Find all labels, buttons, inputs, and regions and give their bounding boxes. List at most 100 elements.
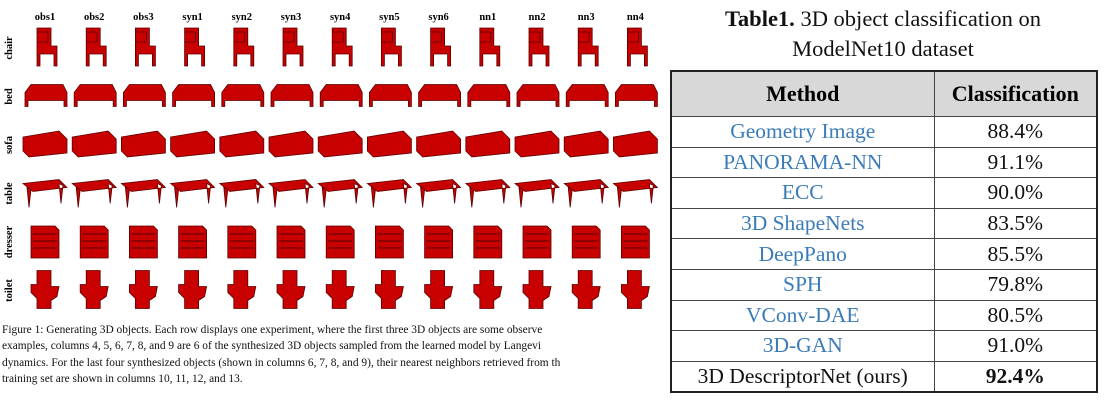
column-header: syn5: [379, 12, 399, 23]
toilet-object-icon: [325, 270, 355, 309]
bed-object-icon: [368, 84, 412, 107]
toilet-object-icon: [178, 270, 208, 309]
table-panel: Table1. 3D object classification on Mode…: [670, 0, 1104, 400]
object-grid: obs1 obs2 obs3 syn1 syn2 syn3 syn4 syn5 syn6 nn1 n…: [4, 12, 659, 309]
table-title-rest: 3D object classification on: [794, 6, 1041, 31]
column-header: syn1: [182, 12, 202, 23]
method-link[interactable]: 3D-GAN: [670, 330, 935, 362]
row-label: chair: [4, 36, 15, 60]
classification-value: 91.0%: [933, 330, 1098, 362]
table-object-icon: [169, 179, 216, 208]
chair-object-icon: [479, 27, 501, 67]
caption-line: examples, columns 4, 5, 6, 7, 8, and 9 a…: [2, 340, 542, 353]
method-link[interactable]: SPH: [670, 268, 935, 301]
dresser-object-icon: [276, 225, 306, 259]
chair-object-icon: [331, 27, 353, 67]
classification-value: 88.4%: [933, 116, 1098, 148]
chair-object-icon: [577, 27, 599, 67]
bed-object-icon: [467, 84, 511, 107]
classification-value: 79.8%: [933, 268, 1098, 301]
bed-object-icon: [615, 84, 658, 107]
table-row: ECC 90.0%: [670, 177, 1098, 209]
sofa-object-icon: [170, 130, 216, 158]
bed-object-icon: [221, 84, 265, 107]
dresser-object-icon: [178, 225, 208, 259]
dresser-object-icon: [79, 225, 109, 259]
table-row: 3D ShapeNets 83.5%: [670, 207, 1098, 240]
chair-object-icon: [430, 27, 452, 67]
method-link[interactable]: Geometry Image: [670, 116, 935, 148]
column-header: syn4: [330, 12, 351, 23]
toilet-object-icon: [276, 270, 306, 309]
method-link[interactable]: ECC: [670, 177, 935, 209]
table-row: Geometry Image 88.4%: [670, 116, 1098, 148]
classification-value: 80.5%: [933, 299, 1098, 332]
chair-object-icon: [134, 27, 156, 67]
sofa-object-icon: [563, 130, 609, 158]
toilet-object-icon: [522, 270, 552, 309]
toilet-object-icon: [621, 270, 650, 309]
sofa-object-icon: [22, 130, 68, 158]
table-row: DeepPano 85.5%: [670, 238, 1098, 270]
dresser-object-icon: [424, 225, 454, 259]
bed-object-icon: [270, 84, 314, 107]
header-classification: Classification: [933, 70, 1098, 117]
table-object-icon: [612, 179, 659, 208]
table-row: SPH 79.8%: [670, 268, 1098, 301]
figure-panel: obs1 obs2 obs3 syn1 syn2 syn3 syn4 syn5 syn6 nn1 n…: [2, 12, 659, 385]
table-object-icon: [464, 179, 511, 208]
dresser-object-icon: [571, 225, 601, 259]
caption-line: Figure 1: Generating 3D objects. Each ro…: [2, 324, 543, 336]
chair-object-icon: [627, 27, 648, 67]
method-link[interactable]: 3D ShapeNets: [670, 207, 935, 240]
row-label: bed: [4, 88, 15, 105]
bed-object-icon: [73, 84, 117, 107]
table-object-icon: [366, 179, 413, 208]
table-row-ours: 3D DescriptorNet (ours) 92.4%: [670, 360, 1098, 393]
sofa-object-icon: [71, 130, 117, 158]
column-header: nn4: [627, 12, 645, 23]
table-object-icon: [267, 179, 314, 208]
classification-value-ours: 92.4%: [933, 360, 1098, 393]
method-link[interactable]: DeepPano: [670, 238, 935, 270]
bed-object-icon: [172, 84, 216, 107]
toilet-object-icon: [374, 270, 404, 309]
classification-value: 91.1%: [933, 146, 1098, 179]
method-link[interactable]: VConv-DAE: [670, 299, 935, 332]
toilet-object-icon: [571, 270, 601, 309]
sofa-object-icon: [465, 130, 511, 158]
toilet-object-icon: [227, 270, 257, 309]
table-row: 3D-GAN 91.0%: [670, 330, 1098, 362]
sofa-object-icon: [613, 130, 658, 158]
table-title: Table1. 3D object classification on Mode…: [670, 4, 1096, 64]
sofa-object-icon: [317, 130, 363, 158]
classification-value: 83.5%: [933, 207, 1098, 240]
chair-object-icon: [528, 27, 550, 67]
sofa-object-icon: [268, 130, 314, 158]
sofa-object-icon: [416, 130, 462, 158]
chair-object-icon: [282, 27, 304, 67]
table-title-lead: Table1.: [724, 6, 795, 31]
table-row: PANORAMA-NN 91.1%: [670, 146, 1098, 179]
bed-object-icon: [319, 84, 363, 107]
row-label: table: [4, 182, 15, 205]
dresser-object-icon: [227, 225, 257, 259]
bed-object-icon: [565, 84, 609, 107]
sofa-object-icon: [514, 130, 560, 158]
column-header: syn2: [232, 12, 252, 23]
dresser-object-icon: [374, 225, 404, 259]
table-header-row: Method Classification: [670, 70, 1098, 117]
dresser-object-icon: [522, 225, 552, 259]
dresser-object-icon: [325, 225, 355, 259]
header-method: Method: [670, 70, 935, 117]
chair-object-icon: [380, 27, 402, 67]
toilet-object-icon: [424, 270, 454, 309]
toilet-object-icon: [79, 270, 109, 309]
method-link[interactable]: PANORAMA-NN: [670, 146, 935, 179]
toilet-object-icon: [30, 270, 60, 309]
classification-value: 85.5%: [933, 238, 1098, 270]
caption-line: dynamics. For the last four synthesized …: [2, 356, 561, 369]
table-object-icon: [563, 179, 610, 208]
dresser-object-icon: [473, 225, 503, 259]
sofa-object-icon: [219, 130, 265, 158]
